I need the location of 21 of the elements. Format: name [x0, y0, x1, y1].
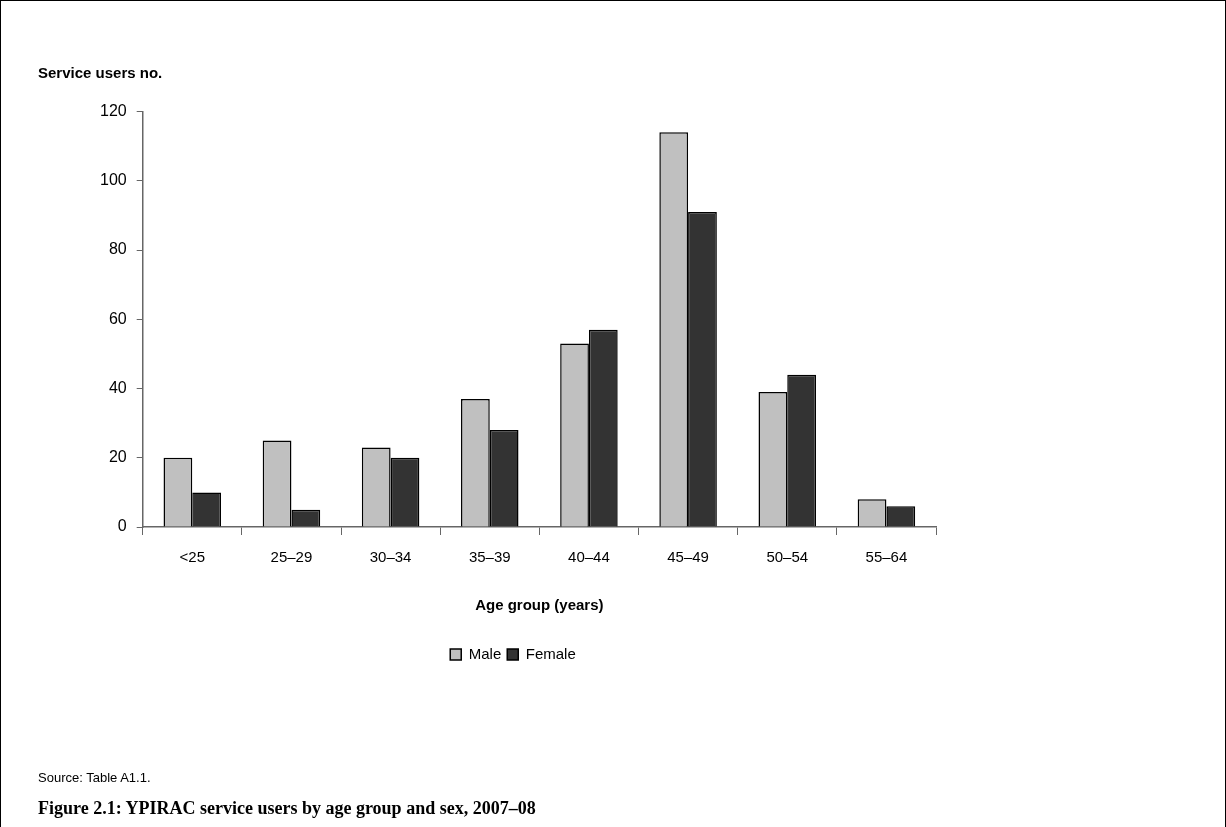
y-axis-title: Service users no.	[38, 64, 163, 81]
y-tick-label: 80	[108, 240, 127, 258]
x-tick-label: 25–29	[270, 548, 313, 566]
x-tick-label: 35–39	[468, 548, 511, 566]
x-axis-title: Age group (years)	[475, 596, 604, 614]
x-tick-label: 45–49	[667, 548, 709, 566]
y-tick-label: 20	[108, 448, 127, 466]
y-tick-label: 40	[108, 378, 127, 396]
x-tick-label: 40–44	[568, 548, 610, 566]
x-tick-label: 50–54	[766, 548, 809, 566]
x-tick-label: <25	[179, 548, 205, 566]
x-tick-label: 55–64	[865, 548, 908, 566]
legend-label: Female	[525, 644, 576, 662]
y-tick-label: 0	[117, 517, 127, 535]
legend-label: Male	[468, 644, 502, 662]
y-tick-label: 60	[108, 309, 127, 327]
text: Figure 2.1: YPIRAC service users by age group and sex, 2007–08	[38, 798, 536, 819]
x-tick-label: 30–34	[369, 548, 412, 566]
source-note: Source: Table A1.1.	[38, 770, 151, 785]
y-tick-label: 100	[99, 171, 127, 189]
y-tick-label: 120	[99, 102, 127, 120]
